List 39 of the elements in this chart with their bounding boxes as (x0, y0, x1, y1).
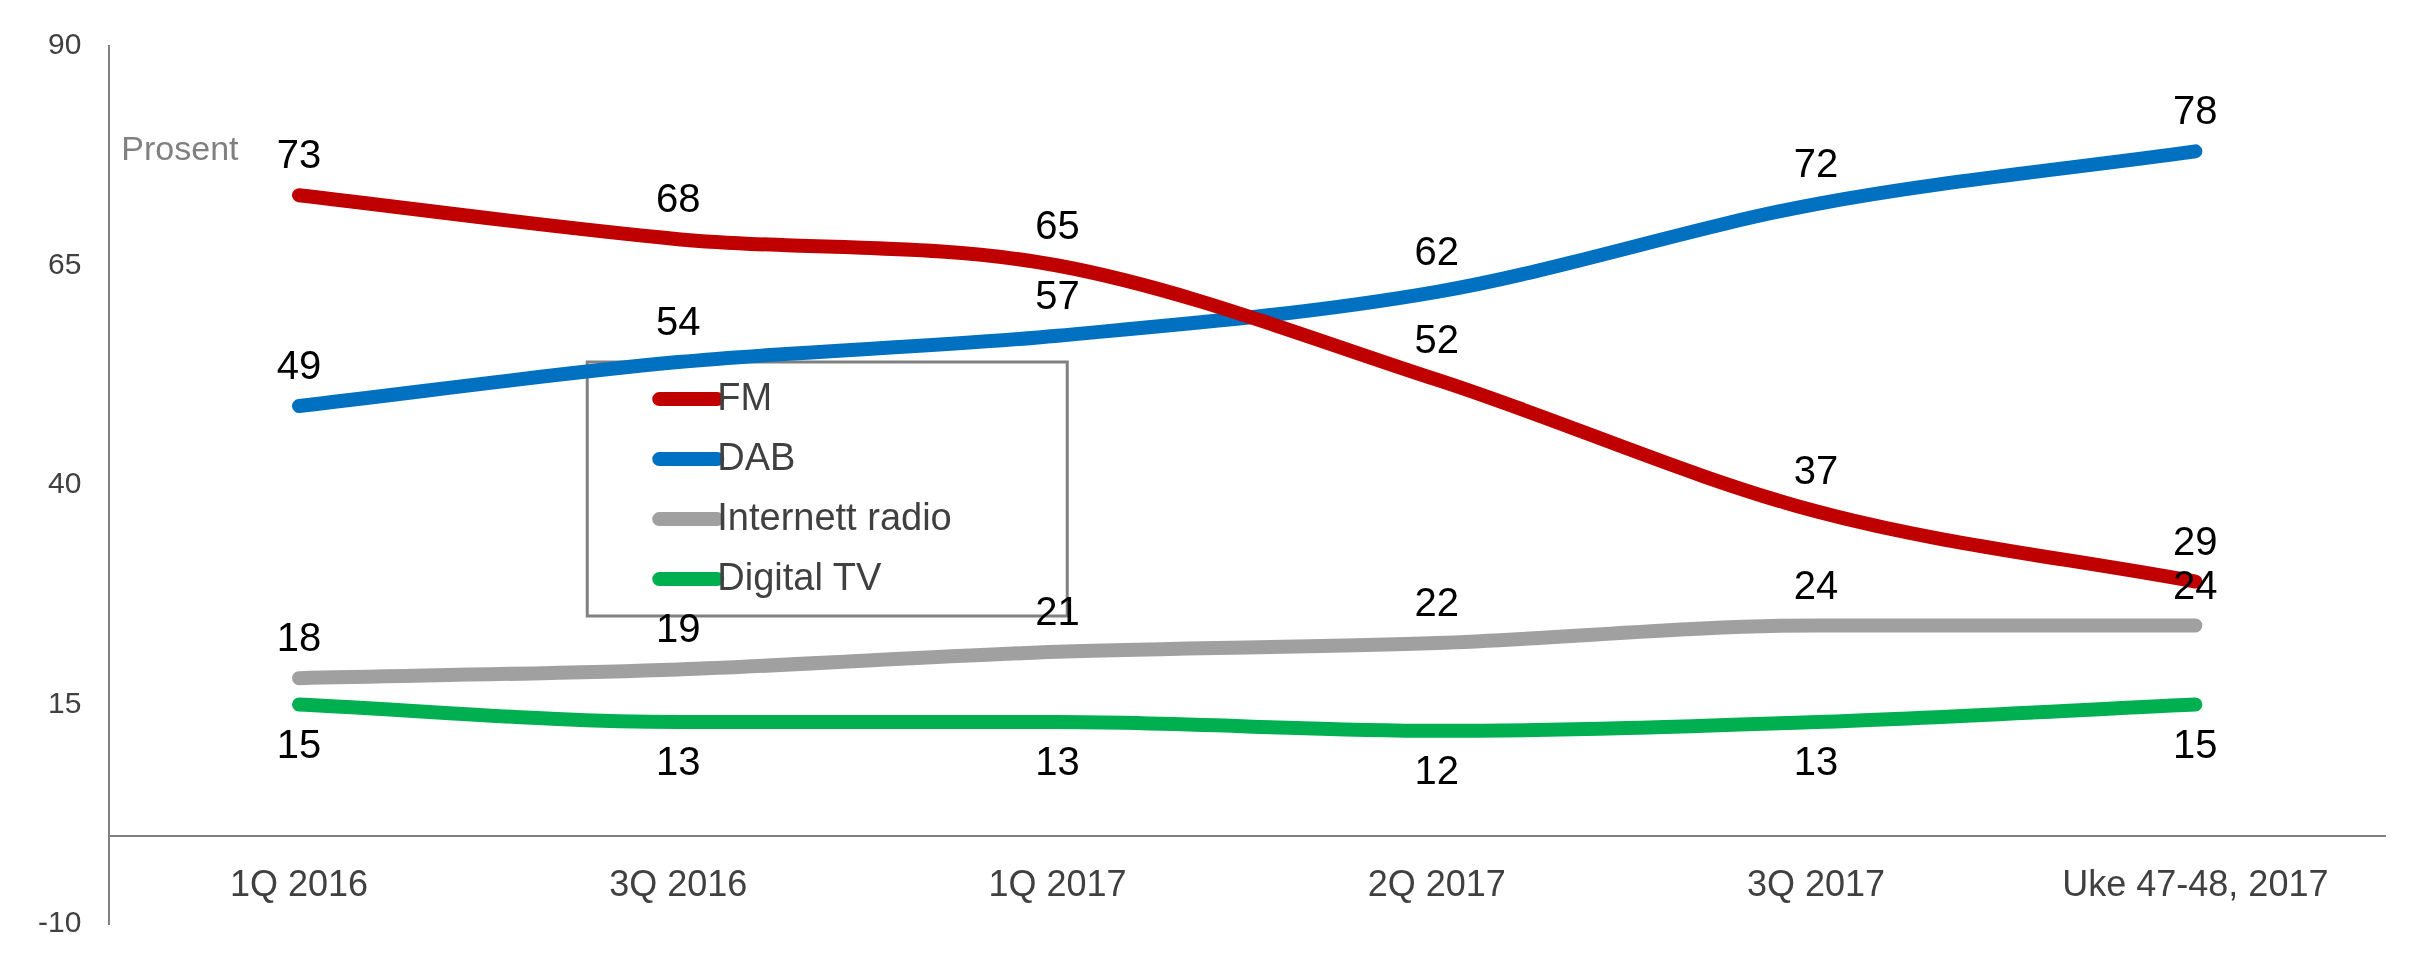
x-tick-label: 1Q 2017 (988, 862, 1127, 904)
y-tick-label: 90 (47, 27, 82, 61)
data-label: 19 (656, 606, 701, 651)
data-label: 49 (276, 343, 322, 388)
x-tick-label: 3Q 2016 (609, 862, 748, 904)
legend-label: DAB (717, 435, 796, 478)
data-label: 13 (1793, 739, 1839, 784)
data-label: 24 (1793, 562, 1839, 607)
data-label: 12 (1414, 747, 1460, 792)
data-label: 13 (1035, 739, 1080, 784)
y-tick-label: 65 (47, 246, 82, 280)
x-tick-label: Uke 47-48, 2017 (2062, 862, 2329, 904)
data-label: 72 (1793, 141, 1839, 186)
data-label: 68 (656, 176, 701, 221)
y-tick-label: 15 (47, 685, 82, 719)
data-label: 65 (1035, 202, 1080, 247)
data-label: 15 (2173, 721, 2218, 766)
data-label: 73 (276, 132, 322, 177)
data-label: 57 (1035, 272, 1080, 317)
data-label: 54 (656, 299, 701, 344)
legend-label: FM (717, 375, 773, 418)
x-tick-label: 3Q 2017 (1747, 862, 1886, 904)
data-label: 52 (1414, 316, 1460, 361)
x-tick-label: 1Q 2016 (229, 862, 369, 904)
data-label: 62 (1414, 228, 1460, 273)
x-tick-label: 2Q 2017 (1367, 862, 1506, 904)
y-axis-title: Prosent (121, 129, 240, 168)
data-label: 18 (276, 615, 322, 660)
data-label: 21 (1035, 588, 1080, 633)
y-tick-label: 40 (47, 466, 82, 500)
data-label: 13 (656, 739, 701, 784)
data-label: 78 (2173, 88, 2218, 133)
data-label: 22 (1414, 580, 1460, 625)
data-label: 29 (2173, 518, 2218, 563)
y-tick-label: -10 (38, 905, 82, 939)
legend-label: Digital TV (717, 555, 882, 598)
data-label: 37 (1793, 448, 1839, 493)
data-label: 15 (276, 721, 322, 766)
legend-label: Internett radio (717, 495, 952, 538)
